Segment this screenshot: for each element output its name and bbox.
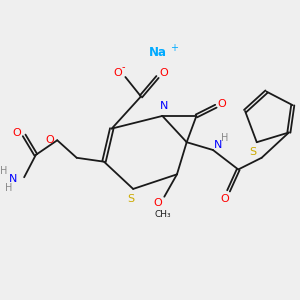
Text: S: S	[128, 194, 135, 204]
Text: O: O	[220, 194, 229, 204]
Text: N: N	[160, 101, 169, 111]
Text: +: +	[170, 43, 178, 53]
Text: N: N	[214, 140, 222, 150]
Text: N: N	[9, 174, 18, 184]
Text: O: O	[113, 68, 122, 78]
Text: -: -	[122, 62, 125, 72]
Text: O: O	[12, 128, 21, 139]
Text: S: S	[249, 147, 256, 157]
Text: O: O	[153, 198, 162, 208]
Text: O: O	[159, 68, 168, 78]
Text: CH₃: CH₃	[154, 210, 171, 219]
Text: O: O	[217, 99, 226, 109]
Text: H: H	[0, 167, 8, 176]
Text: H: H	[5, 183, 12, 193]
Text: Na: Na	[148, 46, 166, 59]
Text: H: H	[221, 133, 228, 143]
Text: O: O	[45, 135, 54, 145]
